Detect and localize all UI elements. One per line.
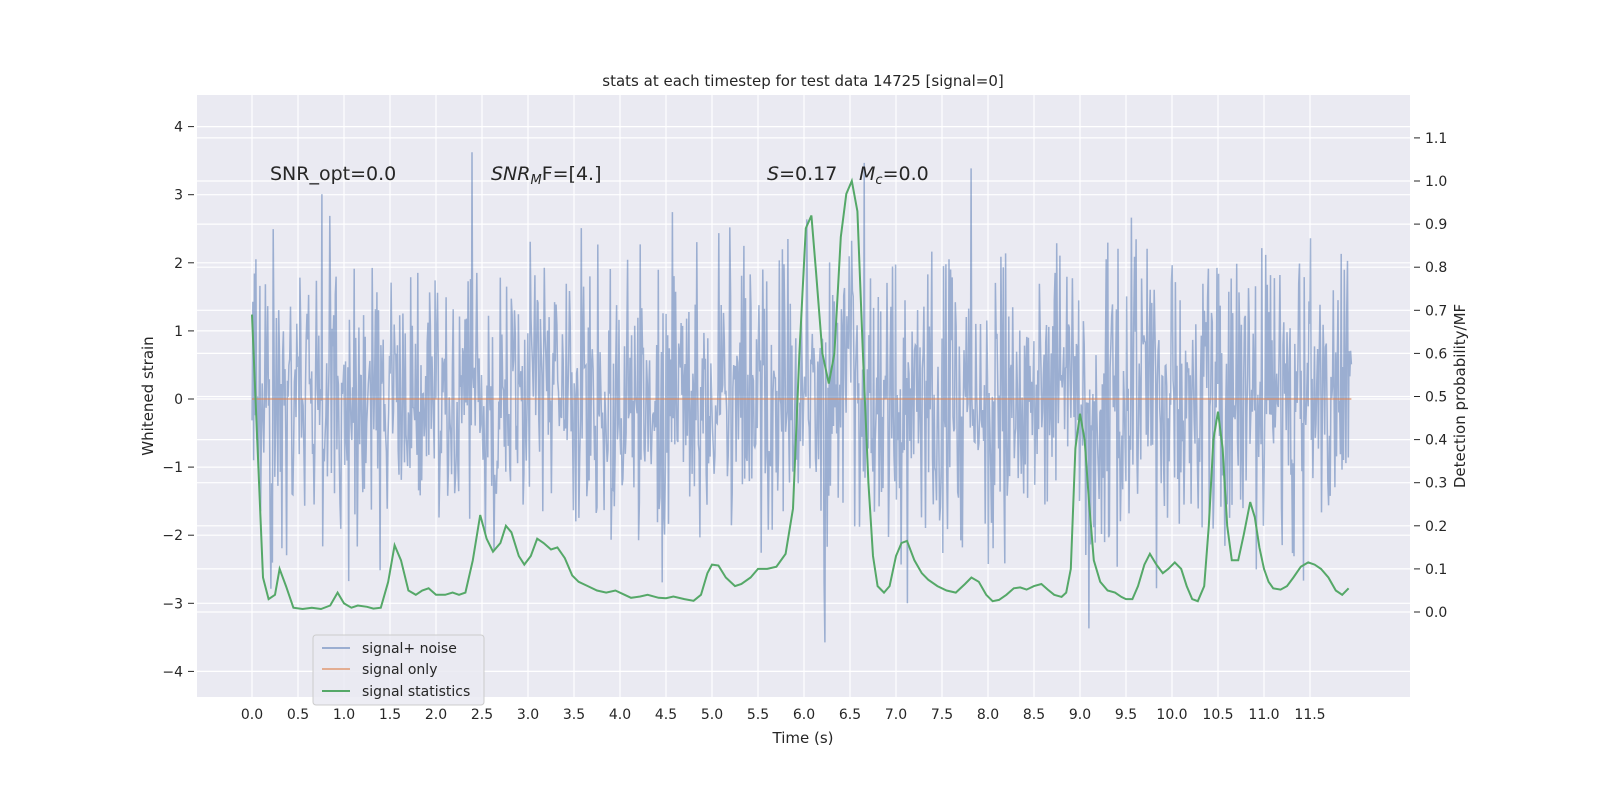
- y-right-axis-label: Detection probability/MF: [1451, 304, 1469, 488]
- legend-box: [312, 634, 485, 706]
- x-tick-label: 4.5: [655, 707, 677, 723]
- x-tick-label: 9.0: [1069, 707, 1091, 723]
- y-right-tick-label: 0.1: [1425, 562, 1447, 578]
- s-var: S: [767, 163, 779, 185]
- snr-mf-sub: M: [530, 173, 541, 188]
- x-tick-label: 7.5: [931, 707, 953, 723]
- y-left-tick-label: 0: [174, 392, 183, 408]
- mc-sub: c: [875, 173, 882, 188]
- y-left-tick-label: −2: [162, 528, 183, 544]
- y-right-tick-label: 0.7: [1425, 303, 1447, 319]
- x-axis-label: Time (s): [772, 729, 834, 747]
- x-tick-label: 5.5: [747, 707, 769, 723]
- legend-label-noise: signal+ noise: [362, 641, 457, 657]
- signal-noise-line: [251, 152, 1353, 643]
- snr-mf-rest: F=[4.]: [542, 163, 602, 185]
- x-tick-label: 6.0: [793, 707, 815, 723]
- y-left-tick-label: −4: [162, 664, 183, 680]
- y-left-tick-label: −3: [162, 596, 183, 612]
- y-right-tick-label: 0.0: [1425, 605, 1447, 621]
- snr-mf-main: SNR: [491, 163, 530, 185]
- legend-label-signal-only: signal only: [362, 662, 437, 678]
- annotation-mc: Mc=0.0: [859, 163, 929, 188]
- x-tick-label: 0.5: [287, 707, 309, 723]
- y-left-tick-label: 4: [174, 120, 183, 136]
- x-tick-label: 5.0: [701, 707, 723, 723]
- x-tick-label: 10.5: [1202, 707, 1233, 723]
- legend-label-statistics: signal statistics: [362, 684, 470, 700]
- signal-statistics-line: [251, 177, 1350, 611]
- x-tick-label: 7.0: [885, 707, 907, 723]
- x-tick-label: 9.5: [1115, 707, 1137, 723]
- x-tick-label: 2.5: [471, 707, 493, 723]
- x-tick-label: 6.5: [839, 707, 861, 723]
- x-tick-label: 11.0: [1248, 707, 1279, 723]
- x-tick-label: 10.0: [1156, 707, 1187, 723]
- s-rest: =0.17: [779, 163, 837, 185]
- annotation-snr-mf: SNRMF=[4.]: [491, 163, 602, 188]
- x-tick-label: 2.0: [425, 707, 447, 723]
- x-tick-label: 1.0: [333, 707, 355, 723]
- y-right-tick-label: 0.3: [1425, 476, 1447, 492]
- y-right-tick-label: 0.8: [1425, 260, 1447, 276]
- y-right-tick-label: 0.5: [1425, 390, 1447, 406]
- y-right-tick-label: 1.0: [1425, 174, 1447, 190]
- mc-var: M: [859, 163, 875, 185]
- x-tick-label: 4.0: [609, 707, 631, 723]
- y-left-axis-ticks: 4 3 2 1 0 −1 −2 −3 −4: [162, 120, 194, 680]
- y-left-tick-label: −1: [162, 460, 183, 476]
- x-tick-label: 11.5: [1294, 707, 1325, 723]
- x-tick-label: 3.5: [563, 707, 585, 723]
- x-tick-label: 3.0: [517, 707, 539, 723]
- y-right-tick-label: 0.9: [1425, 217, 1447, 233]
- x-tick-label: 8.0: [977, 707, 999, 723]
- y-right-tick-label: 1.1: [1425, 131, 1447, 147]
- y-left-tick-label: 1: [174, 324, 183, 340]
- y-left-tick-label: 3: [174, 188, 183, 204]
- annotation-snr-opt: SNR_opt=0.0: [270, 163, 396, 185]
- y-right-tick-label: 0.2: [1425, 519, 1447, 535]
- x-axis-ticks: 0.0 0.5 1.0 1.5 2.0 2.5 3.0 3.5 4.0 4.5 5.0 5.5 6.0 6…: [241, 707, 1326, 723]
- y-left-tick-label: 2: [174, 256, 183, 272]
- y-right-tick-label: 0.6: [1425, 346, 1447, 362]
- legend: signal+ noise signal only signal statist…: [312, 634, 485, 706]
- x-tick-label: 0.0: [241, 707, 263, 723]
- y-left-axis-label: Whitened strain: [139, 336, 157, 455]
- x-tick-label: 1.5: [379, 707, 401, 723]
- y-right-axis-ticks: 1.1 1.0 0.9 0.8 0.7 0.6 0.5 0.4 0.3 0.2 0.1 0.0: [1414, 131, 1447, 621]
- signal-noise-series: [251, 152, 1353, 643]
- chart-title: stats at each timestep for test data 147…: [602, 72, 1003, 90]
- x-tick-label: 8.5: [1023, 707, 1045, 723]
- y-right-tick-label: 0.4: [1425, 433, 1447, 449]
- mc-rest: =0.0: [883, 163, 929, 185]
- annotation-s: S=0.17: [767, 163, 837, 185]
